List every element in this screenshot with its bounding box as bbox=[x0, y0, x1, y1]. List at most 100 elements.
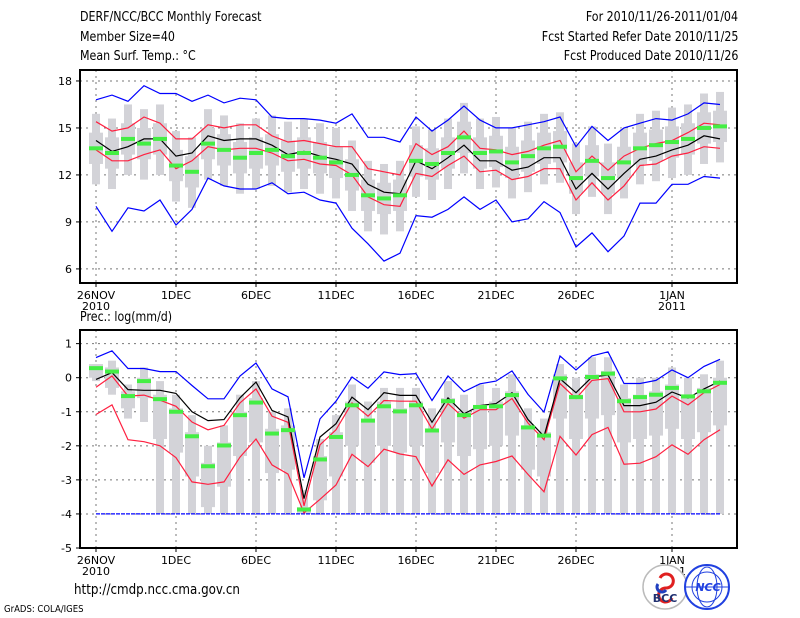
box-bar bbox=[121, 391, 135, 409]
whisker-bar bbox=[652, 377, 660, 514]
whisker-bar bbox=[572, 377, 580, 514]
median-marker bbox=[361, 193, 375, 198]
whisker-bar bbox=[348, 384, 356, 514]
produced-date: Fcst Produced Date 2010/11/26 bbox=[563, 49, 738, 64]
y-tick-label: 9 bbox=[65, 216, 72, 229]
median-marker bbox=[537, 146, 551, 151]
y-tick-label: -4 bbox=[61, 508, 72, 521]
median-marker bbox=[265, 431, 279, 436]
box-bar bbox=[425, 428, 439, 474]
median-marker bbox=[153, 136, 167, 141]
median-marker bbox=[601, 371, 615, 376]
x-tick-label: 26NOV bbox=[77, 289, 116, 302]
x-tick-label: 11DEC bbox=[317, 554, 354, 567]
median-marker bbox=[569, 176, 583, 181]
median-marker bbox=[617, 160, 631, 165]
upper-spread-line bbox=[95, 375, 721, 506]
median-marker bbox=[569, 395, 583, 400]
median-marker bbox=[185, 434, 199, 439]
median-marker bbox=[713, 124, 727, 129]
plot-frame bbox=[79, 329, 738, 549]
grads-credit: GrADS: COLA/IGES bbox=[4, 604, 84, 615]
whisker-bar bbox=[156, 381, 164, 514]
box-bar bbox=[569, 394, 583, 439]
median-marker bbox=[233, 413, 247, 418]
whisker-bar bbox=[492, 387, 500, 514]
median-marker bbox=[505, 160, 519, 165]
median-marker bbox=[393, 409, 407, 414]
y-tick-label: -3 bbox=[61, 474, 72, 487]
median-marker bbox=[601, 176, 615, 181]
box-bar bbox=[169, 408, 183, 453]
median-marker bbox=[393, 193, 407, 198]
box-bar bbox=[185, 432, 199, 477]
min-line bbox=[95, 175, 721, 262]
median-marker bbox=[665, 385, 679, 390]
x-tick-label: 1DEC bbox=[161, 554, 191, 567]
box-bar bbox=[601, 370, 615, 416]
whisker-bar bbox=[556, 364, 564, 514]
median-marker bbox=[409, 403, 423, 408]
median-marker bbox=[473, 404, 487, 409]
x-tick-year-label: 2010 bbox=[82, 300, 110, 313]
whisker-bar bbox=[412, 387, 420, 514]
median-marker bbox=[297, 151, 311, 156]
median-marker bbox=[697, 389, 711, 394]
median-marker bbox=[105, 151, 119, 156]
median-marker bbox=[585, 158, 599, 163]
median-marker bbox=[649, 143, 663, 148]
whisker-bar bbox=[636, 377, 644, 514]
whisker-bar bbox=[172, 394, 180, 514]
box-bar bbox=[265, 428, 279, 474]
box-bar bbox=[249, 398, 263, 443]
y-tick-label: -1 bbox=[61, 406, 72, 419]
median-marker bbox=[633, 395, 647, 400]
whisker-bar bbox=[588, 357, 596, 514]
box-bar bbox=[329, 432, 343, 477]
median-marker bbox=[281, 154, 295, 159]
x-tick-year-label: 2010 bbox=[82, 565, 110, 578]
median-marker bbox=[89, 146, 103, 151]
source-url[interactable]: http://cmdp.ncc.cma.gov.cn bbox=[74, 582, 240, 598]
max-line bbox=[95, 350, 721, 478]
box-bar bbox=[361, 418, 375, 463]
whisker-bar bbox=[252, 381, 260, 514]
box-bar bbox=[697, 387, 711, 433]
median-marker bbox=[521, 425, 535, 430]
x-tick-label: 21DEC bbox=[477, 554, 514, 567]
median-marker bbox=[409, 158, 423, 163]
x-tick-label: 26DEC bbox=[557, 289, 594, 302]
median-marker bbox=[473, 151, 487, 156]
median-marker bbox=[137, 379, 151, 384]
median-marker bbox=[345, 172, 359, 177]
median-marker bbox=[633, 146, 647, 151]
max-line bbox=[95, 84, 721, 148]
median-marker bbox=[249, 400, 263, 405]
x-tick-label: 16DEC bbox=[397, 554, 434, 567]
x-tick-label: 11DEC bbox=[317, 289, 354, 302]
box-bar bbox=[345, 401, 359, 446]
median-marker bbox=[217, 443, 231, 448]
whisker-bar bbox=[300, 490, 308, 514]
box-bar bbox=[153, 394, 167, 439]
y-tick-label: 12 bbox=[58, 169, 72, 182]
median-marker bbox=[105, 369, 119, 374]
upper-spread-line bbox=[95, 116, 721, 176]
precip-panel-title: Prec.: log(mm/d) bbox=[80, 310, 173, 325]
plot-frame bbox=[79, 69, 738, 284]
box-bar bbox=[505, 391, 519, 436]
whisker-bar bbox=[700, 374, 708, 514]
forecast-period: For 2010/11/26-2011/01/04 bbox=[585, 10, 738, 25]
median-marker bbox=[89, 366, 103, 371]
whisker-bar bbox=[620, 384, 628, 514]
box-bar bbox=[457, 411, 471, 457]
box-bar bbox=[473, 404, 487, 450]
lower-spread-line bbox=[95, 404, 721, 514]
y-tick-label: 18 bbox=[58, 75, 72, 88]
x-tick-label: 26NOV bbox=[77, 554, 116, 567]
box-bar bbox=[713, 377, 727, 426]
box-bar bbox=[681, 394, 695, 439]
box-bar bbox=[313, 456, 327, 501]
x-tick-label: 21DEC bbox=[477, 289, 514, 302]
